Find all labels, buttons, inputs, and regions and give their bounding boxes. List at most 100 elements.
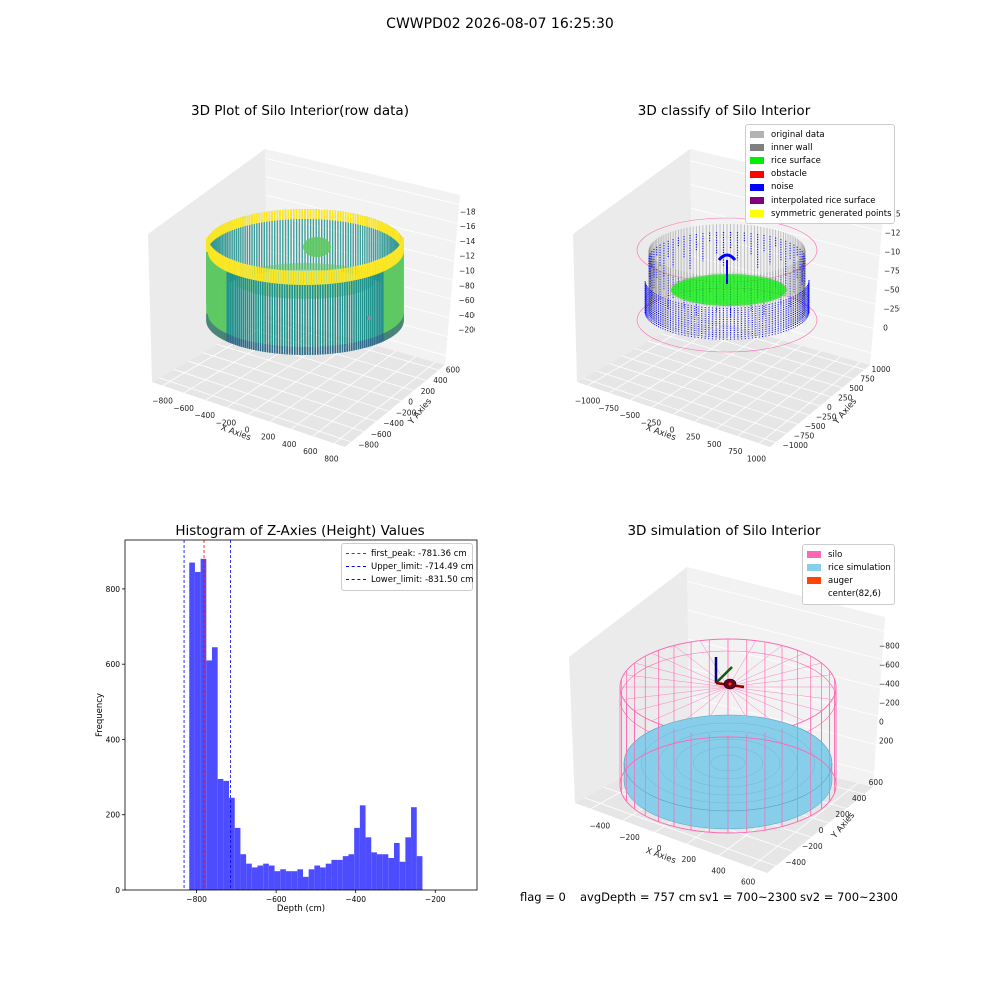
panel-title-raw: 3D Plot of Silo Interior(row data) [191, 103, 409, 119]
x-tick-label: 0 [245, 426, 250, 435]
axis-arrow-y [715, 666, 733, 684]
x-tick-label: 400 [711, 866, 726, 875]
z-tick-label: −750 [884, 267, 900, 276]
z-tick-label: −1400 [459, 237, 475, 246]
z-tick-label: −1200 [459, 252, 475, 261]
y-tick-label: 200 [421, 387, 436, 396]
legend-label: Upper_limit: -714.49 cm [371, 561, 474, 572]
legend-label: symmetric generated points [771, 208, 892, 219]
legend-line [346, 579, 366, 581]
y-tick-label: 600 [869, 778, 884, 787]
legend-item: Upper_limit: -714.49 cm [346, 560, 474, 573]
panel-title-classify: 3D classify of Silo Interior [637, 103, 811, 119]
histogram-bar [257, 865, 264, 890]
histogram-bar [234, 827, 241, 890]
legend-item: auger [807, 574, 888, 587]
z-tick-label: 200 [879, 737, 894, 746]
legend-swatch [807, 591, 821, 598]
x-tick-label: −600 [173, 404, 194, 413]
panel-title-histogram: Histogram of Z-Axies (Height) Values [175, 523, 425, 539]
histogram-bar [246, 863, 252, 890]
pane-floor [577, 315, 870, 447]
histogram-bar [194, 571, 201, 890]
legend-label: original data [771, 129, 825, 140]
rice-simulation-side [623, 762, 833, 830]
legend-swatch [750, 170, 764, 178]
z-tick-label: −250 [883, 305, 900, 314]
histogram-bar [240, 854, 247, 890]
raw-3d-plot: −800−600−400−2000200400600800−800−600−40… [148, 149, 475, 463]
x-tick-label: 200 [682, 855, 697, 864]
x-tick-label: −1000 [575, 397, 601, 406]
rice-surface-points [671, 274, 787, 306]
histogram-bar [342, 856, 349, 890]
x-tick-label: −400 [590, 822, 611, 831]
legend-label: first_peak: -781.36 cm [371, 548, 467, 559]
z-tick-label: 0 [883, 324, 888, 333]
histogram-bar [354, 827, 360, 890]
y-tick-label: 200 [106, 811, 121, 820]
histogram-bar [280, 869, 286, 890]
y-tick-label: −800 [358, 441, 379, 450]
x-tick-label: −200 [425, 895, 446, 904]
x-tick-label: 500 [707, 440, 722, 449]
x-tick-label: −200 [619, 833, 640, 842]
silo-roof-wire [634, 662, 729, 688]
simulation-3d-plot: −400−2000200400600−400−20002004006002000… [569, 567, 900, 886]
histogram-bar [206, 660, 212, 890]
auger-center [728, 682, 732, 686]
legend-item: center(82,6) [807, 588, 888, 601]
z-tick-label: −400 [458, 311, 475, 320]
x-tick-label: −600 [266, 895, 287, 904]
classify-3d-plot: −1000−750−500−25002505007501000−1000−750… [573, 149, 900, 463]
histogram-bar [263, 863, 269, 890]
y-tick-label: −1000 [783, 441, 809, 450]
silo-simulation [619, 638, 837, 834]
y-axis-label: Frequency [95, 693, 105, 737]
x-tick-label: 600 [741, 877, 756, 886]
center-structure [717, 253, 737, 261]
silo-roof-wire [727, 686, 805, 722]
raw-point-cloud [206, 209, 404, 355]
legend-swatch [807, 564, 821, 572]
pane-floor [152, 315, 445, 447]
y-tick-label: 500 [849, 384, 864, 393]
panel-title-simulation: 3D simulation of Silo Interior [627, 523, 821, 539]
y-tick-label: −750 [794, 432, 815, 441]
y-tick-label: 1000 [871, 365, 890, 374]
classify-legend: original data inner wall rice surface obsta… [745, 124, 895, 225]
histogram-bar [388, 858, 394, 890]
status-flag: flag = 0 [520, 890, 566, 904]
x-tick-label: 200 [261, 433, 276, 442]
simulation-legend: silo rice simulation auger center(82,6) [802, 544, 895, 605]
histogram-bars [189, 558, 423, 890]
y-tick-label: −600 [371, 430, 392, 439]
legend-swatch [807, 577, 821, 585]
y-tick-label: 800 [106, 585, 121, 594]
legend-item: inner wall [750, 141, 888, 154]
legend-label: interpolated rice surface [771, 195, 876, 206]
x-tick-label: 400 [282, 440, 297, 449]
silo-roof-wire [727, 686, 822, 712]
legend-item: original data [750, 128, 888, 141]
z-tick-label: −1000 [884, 248, 900, 257]
histogram-bar [297, 869, 303, 890]
silo-roof-wire [727, 674, 833, 688]
y-tick-label: 0 [408, 398, 413, 407]
histogram-bar [308, 869, 315, 890]
histogram-bar [229, 797, 235, 890]
z-tick-label: −1250 [885, 229, 900, 238]
x-tick-label: 0 [657, 844, 662, 853]
classified-point-cloud [636, 217, 818, 353]
silo-roof-wire [623, 686, 729, 700]
silo-roof-wire [727, 686, 833, 700]
histogram-bar [200, 558, 207, 890]
y-tick-label: 600 [446, 365, 461, 374]
y-tick-label: 250 [838, 393, 853, 402]
legend-label: rice simulation [828, 562, 891, 573]
silo-roof-wire [623, 674, 729, 688]
histogram-bar [223, 780, 230, 890]
legend-line [346, 566, 366, 568]
x-tick-label: −750 [598, 404, 619, 413]
legend-label: auger [828, 575, 853, 586]
